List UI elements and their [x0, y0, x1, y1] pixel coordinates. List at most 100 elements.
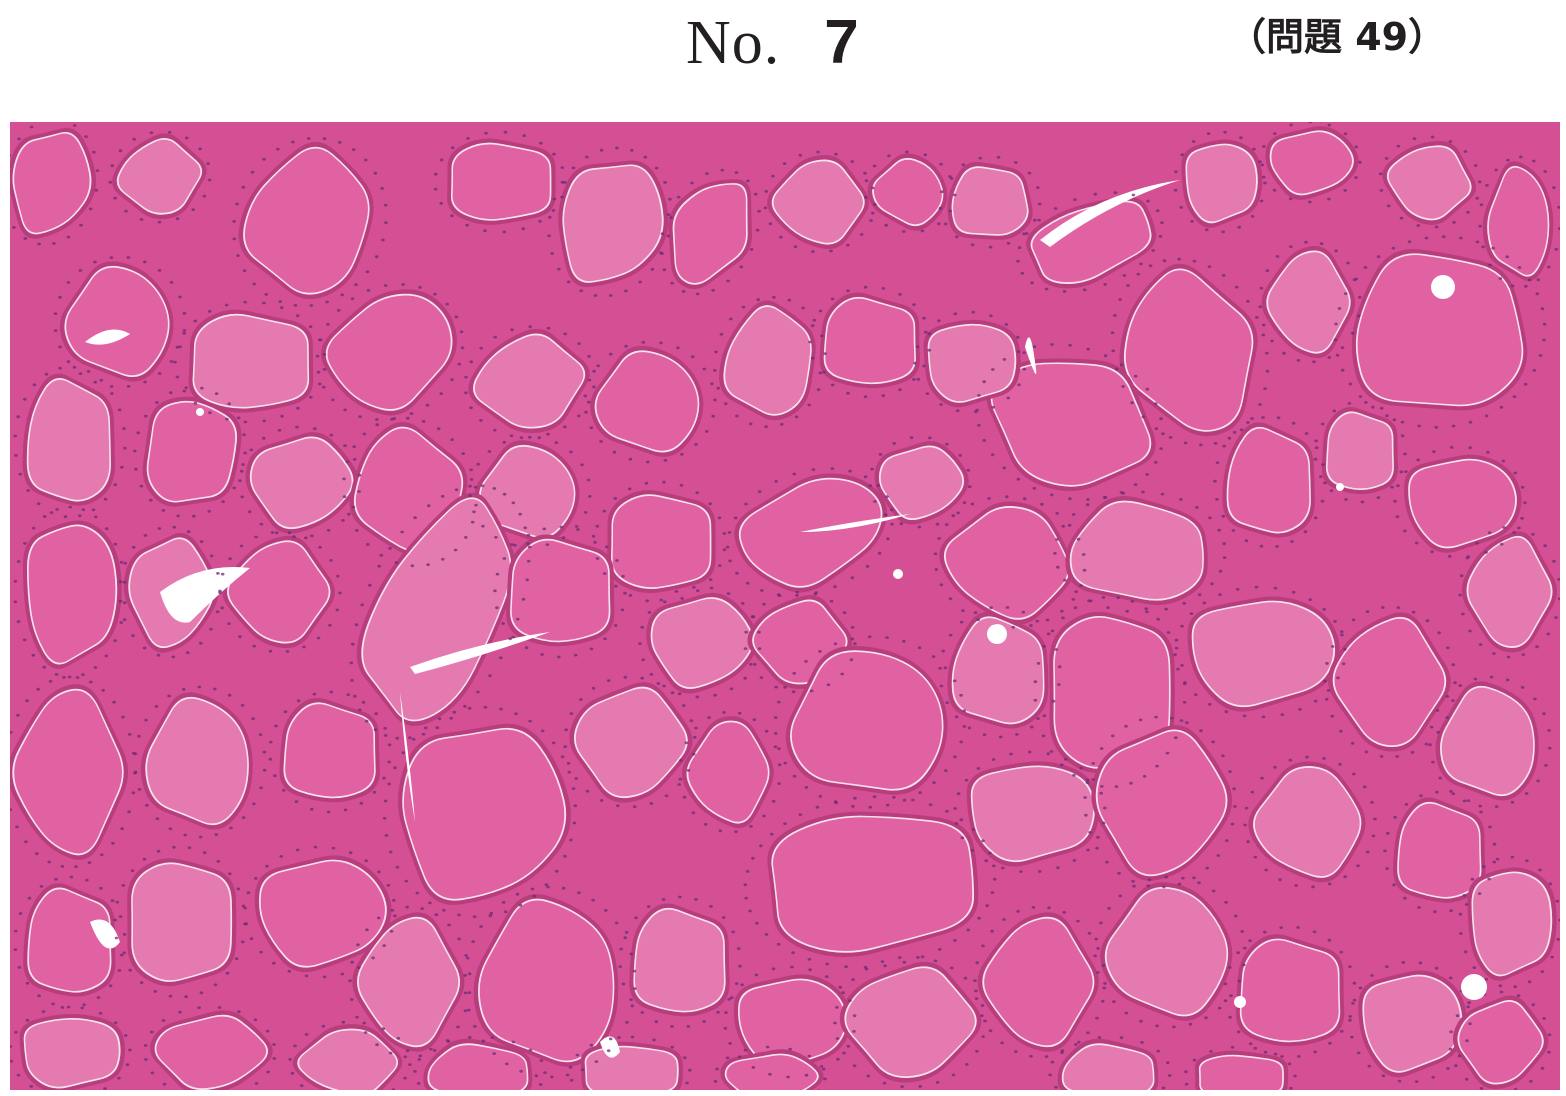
nucleus — [566, 280, 571, 284]
nucleus — [1005, 495, 1009, 499]
nucleus — [155, 817, 160, 821]
nucleus — [1358, 986, 1363, 990]
nucleus — [1101, 964, 1106, 967]
nucleus — [1129, 781, 1133, 785]
nucleus — [161, 1019, 166, 1022]
nucleus — [1308, 122, 1312, 124]
nucleus — [526, 533, 531, 537]
nucleus — [737, 1055, 742, 1059]
nucleus — [1049, 750, 1054, 753]
nucleus — [1011, 625, 1015, 629]
nucleus — [1244, 806, 1249, 810]
nucleus — [771, 967, 776, 971]
nucleus — [1146, 884, 1150, 888]
nucleus — [783, 761, 788, 765]
nucleus — [1107, 906, 1111, 910]
nucleus — [1165, 751, 1170, 755]
nucleus — [1032, 486, 1037, 490]
nucleus — [1432, 450, 1436, 453]
nucleus — [313, 845, 318, 849]
follicle-colloid — [511, 540, 609, 641]
nucleus — [1328, 1041, 1332, 1045]
nucleus — [608, 294, 613, 297]
retraction-cleft — [800, 514, 910, 532]
nucleus — [413, 1070, 417, 1073]
nucleus — [1403, 896, 1407, 900]
nucleus — [1102, 986, 1106, 990]
nucleus — [113, 1021, 118, 1025]
nucleus — [335, 608, 340, 612]
nucleus — [1068, 497, 1072, 501]
nucleus — [331, 398, 335, 402]
nucleus — [777, 594, 782, 597]
nucleus — [1056, 565, 1060, 569]
nucleus — [1468, 420, 1473, 424]
nucleus — [1194, 693, 1198, 696]
nucleus — [727, 531, 732, 534]
nucleus — [1416, 458, 1420, 462]
nucleus — [465, 956, 470, 960]
nucleus — [1207, 265, 1212, 268]
follicle-colloid — [688, 722, 768, 822]
nucleus — [890, 522, 894, 526]
nucleus — [1291, 421, 1296, 425]
nucleus — [350, 297, 355, 301]
nucleus — [143, 380, 147, 384]
nucleus — [395, 736, 400, 740]
nucleus — [780, 422, 784, 426]
nucleus — [134, 467, 138, 471]
nucleus — [1472, 966, 1477, 969]
nucleus — [144, 1058, 148, 1061]
nucleus — [1550, 955, 1554, 959]
nucleus — [331, 846, 336, 850]
nucleus — [878, 453, 883, 456]
nucleus — [749, 825, 753, 828]
nucleus — [452, 710, 457, 714]
nucleus — [1045, 618, 1050, 622]
nucleus — [1512, 531, 1516, 534]
nucleus — [1298, 708, 1302, 711]
nucleus — [1293, 1074, 1297, 1078]
nucleus — [1354, 145, 1359, 149]
nucleus — [200, 386, 204, 390]
nucleus — [1303, 530, 1308, 534]
nucleus — [244, 922, 248, 926]
nucleus — [725, 545, 730, 549]
nucleus — [1536, 779, 1540, 783]
nucleus — [322, 975, 327, 979]
nucleus — [1088, 831, 1092, 834]
nucleus — [984, 859, 988, 863]
nucleus — [1262, 145, 1266, 148]
nucleus — [694, 443, 698, 446]
nucleus — [1373, 817, 1377, 821]
nucleus — [1055, 512, 1059, 515]
nucleus — [1351, 618, 1356, 622]
nucleus — [118, 149, 123, 153]
nucleus — [1192, 259, 1197, 263]
nucleus — [1017, 246, 1022, 249]
nucleus — [1554, 616, 1558, 619]
vacuole — [1431, 275, 1455, 299]
nucleus — [852, 1014, 857, 1018]
nucleus — [1294, 884, 1298, 887]
nucleus — [628, 594, 633, 597]
nucleus — [457, 937, 461, 941]
nucleus — [833, 642, 838, 646]
nucleus — [1142, 774, 1147, 778]
nucleus — [1197, 593, 1202, 597]
nucleus — [110, 899, 115, 903]
nucleus — [1473, 677, 1478, 681]
nucleus — [13, 600, 18, 604]
nucleus — [101, 688, 105, 692]
follicle-colloid — [1228, 428, 1310, 532]
nucleus — [467, 706, 472, 710]
nucleus — [743, 1048, 748, 1052]
follicle-colloid — [1187, 145, 1257, 222]
nucleus — [833, 585, 837, 589]
nucleus — [630, 1035, 635, 1039]
nucleus — [912, 378, 916, 381]
nucleus — [1492, 842, 1497, 846]
follicle-colloid — [1268, 252, 1349, 352]
nucleus — [1170, 716, 1174, 720]
nucleus — [587, 400, 591, 404]
